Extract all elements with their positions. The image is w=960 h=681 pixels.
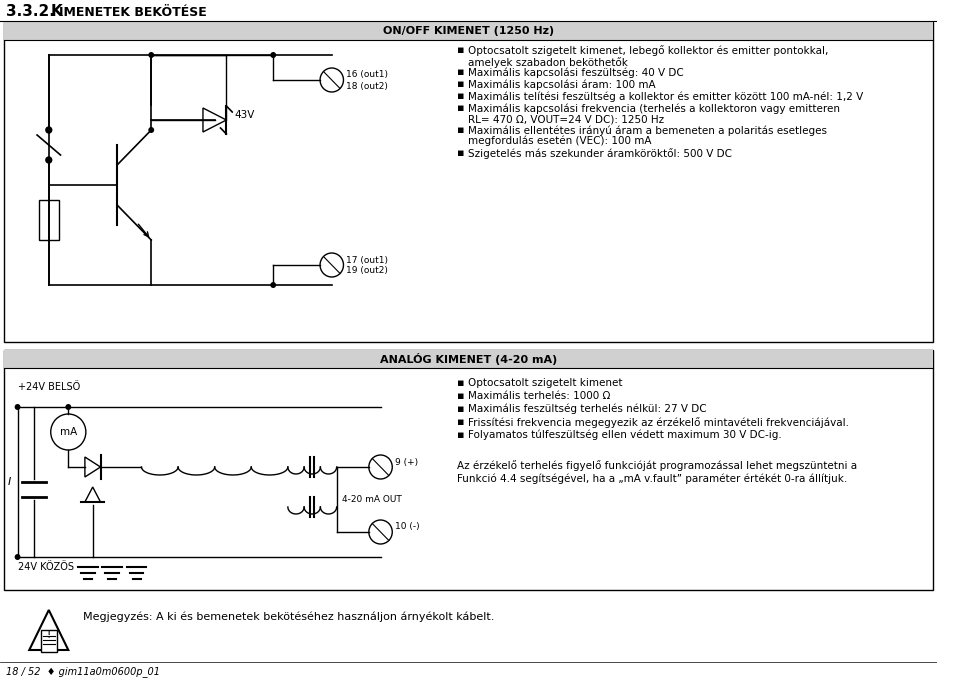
Text: 3.3.2.: 3.3.2. xyxy=(6,4,55,19)
Bar xyxy=(39,200,59,240)
Circle shape xyxy=(369,455,393,479)
Text: ▪: ▪ xyxy=(457,45,465,55)
Circle shape xyxy=(320,253,344,277)
Polygon shape xyxy=(84,457,101,477)
Text: ▪: ▪ xyxy=(457,417,465,427)
Circle shape xyxy=(148,127,155,133)
Text: Az érzékelő terhelés figyelő funkcióját programozással lehet megszüntetni a: Az érzékelő terhelés figyelő funkcióját … xyxy=(457,460,856,471)
Text: Maximális kapcsolási feszültség: 40 V DC: Maximális kapcsolási feszültség: 40 V DC xyxy=(468,67,684,78)
Circle shape xyxy=(65,404,71,410)
Text: ▪: ▪ xyxy=(457,430,465,440)
Text: Optocsatolt szigetelt kimenet: Optocsatolt szigetelt kimenet xyxy=(468,378,623,388)
Text: Maximális feszültség terhelés nélkül: 27 V DC: Maximális feszültség terhelés nélkül: 27… xyxy=(468,404,707,415)
Text: 9 (+): 9 (+) xyxy=(396,458,419,466)
Bar xyxy=(4,350,933,368)
Text: amelyek szabadon beköthetők: amelyek szabadon beköthetők xyxy=(468,57,628,68)
Text: Megjegyzés: A ki és bemenetek bekötéséhez használjon árnyékolt kábelt.: Megjegyzés: A ki és bemenetek bekötéséhe… xyxy=(83,612,494,622)
Text: ANALÓG KIMENET (4-20 mA): ANALÓG KIMENET (4-20 mA) xyxy=(380,353,557,365)
Text: Maximális ellentétes irányú áram a bemeneten a polaritás esetleges: Maximális ellentétes irányú áram a bemen… xyxy=(468,125,828,136)
Circle shape xyxy=(46,157,52,163)
Text: ▪: ▪ xyxy=(457,103,465,113)
Circle shape xyxy=(271,282,276,288)
Text: Maximális kapcsolási frekvencia (terhelés a kollektoron vagy emitteren: Maximális kapcsolási frekvencia (terhelé… xyxy=(468,103,840,114)
Text: ▪: ▪ xyxy=(457,378,465,388)
Text: 16 (out1): 16 (out1) xyxy=(347,71,389,80)
Text: ▪: ▪ xyxy=(457,79,465,89)
Text: Funkció 4.4 segítségével, ha a „mA v.fault” paraméter értékét 0-ra állítjuk.: Funkció 4.4 segítségével, ha a „mA v.fau… xyxy=(457,473,847,484)
Text: Maximális terhelés: 1000 Ω: Maximális terhelés: 1000 Ω xyxy=(468,391,611,401)
Polygon shape xyxy=(29,610,68,650)
Circle shape xyxy=(46,127,52,133)
Text: I: I xyxy=(8,477,12,487)
Polygon shape xyxy=(84,487,101,502)
Text: 10 (-): 10 (-) xyxy=(396,522,420,531)
Text: ▪: ▪ xyxy=(457,125,465,135)
Text: Folyamatos túlfeszültség ellen védett maximum 30 V DC-ig.: Folyamatos túlfeszültség ellen védett ma… xyxy=(468,430,782,441)
Text: IMENETEK BEKÖTÉSE: IMENETEK BEKÖTÉSE xyxy=(59,6,206,19)
Text: ▪: ▪ xyxy=(457,148,465,158)
Text: Szigetelés más szekunder áramköröktől: 500 V DC: Szigetelés más szekunder áramköröktől: 5… xyxy=(468,148,732,159)
Text: Maximális kapcsolási áram: 100 mA: Maximális kapcsolási áram: 100 mA xyxy=(468,79,656,89)
Text: !: ! xyxy=(47,630,51,640)
Text: 19 (out2): 19 (out2) xyxy=(347,266,388,276)
Text: ▪: ▪ xyxy=(457,91,465,101)
Text: +24V BELSŐ: +24V BELSŐ xyxy=(17,382,80,392)
Text: 18 / 52  ♦ gim11a0m0600p_01: 18 / 52 ♦ gim11a0m0600p_01 xyxy=(6,666,160,677)
Text: ▪: ▪ xyxy=(457,404,465,414)
Text: Optocsatolt szigetelt kimenet, lebegő kollektor és emitter pontokkal,: Optocsatolt szigetelt kimenet, lebegő ko… xyxy=(468,45,828,56)
Circle shape xyxy=(51,414,85,450)
Text: Maximális telítési feszültség a kollektor és emitter között 100 mA-nél: 1,2 V: Maximális telítési feszültség a kollekto… xyxy=(468,91,864,101)
Bar xyxy=(4,350,933,590)
Circle shape xyxy=(14,404,20,410)
Polygon shape xyxy=(203,108,227,132)
Text: 24V KÖZÖS: 24V KÖZÖS xyxy=(17,562,74,572)
Text: Frissítési frekvencia megegyezik az érzékelő mintavételi frekvenciájával.: Frissítési frekvencia megegyezik az érzé… xyxy=(468,417,850,428)
Text: megfordulás esetén (VEC): 100 mA: megfordulás esetén (VEC): 100 mA xyxy=(468,136,652,146)
Text: K: K xyxy=(51,4,62,19)
Text: RL= 470 Ω, VOUT=24 V DC): 1250 Hz: RL= 470 Ω, VOUT=24 V DC): 1250 Hz xyxy=(468,114,664,124)
Text: 4-20 mA OUT: 4-20 mA OUT xyxy=(342,496,401,505)
Text: ▪: ▪ xyxy=(457,391,465,401)
Text: 43V: 43V xyxy=(234,110,254,120)
Circle shape xyxy=(369,520,393,544)
Bar xyxy=(4,22,933,342)
Text: 17 (out1): 17 (out1) xyxy=(347,255,389,264)
Circle shape xyxy=(320,68,344,92)
Circle shape xyxy=(148,52,155,58)
Text: mA: mA xyxy=(60,427,77,437)
Circle shape xyxy=(14,554,20,560)
Text: ON/OFF KIMENET (1250 Hz): ON/OFF KIMENET (1250 Hz) xyxy=(383,26,554,36)
Text: ▪: ▪ xyxy=(457,67,465,77)
Text: 18 (out2): 18 (out2) xyxy=(347,82,388,91)
Bar xyxy=(41,630,57,652)
Circle shape xyxy=(271,52,276,58)
Bar xyxy=(4,22,933,40)
